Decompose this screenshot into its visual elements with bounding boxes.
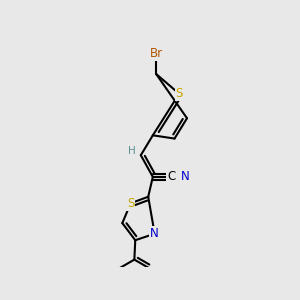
Text: S: S bbox=[127, 197, 134, 210]
Text: S: S bbox=[176, 87, 183, 100]
Text: H: H bbox=[128, 146, 135, 157]
Text: N: N bbox=[150, 227, 159, 240]
Text: C: C bbox=[167, 170, 176, 183]
Text: Br: Br bbox=[149, 47, 163, 60]
Text: N: N bbox=[181, 170, 190, 183]
